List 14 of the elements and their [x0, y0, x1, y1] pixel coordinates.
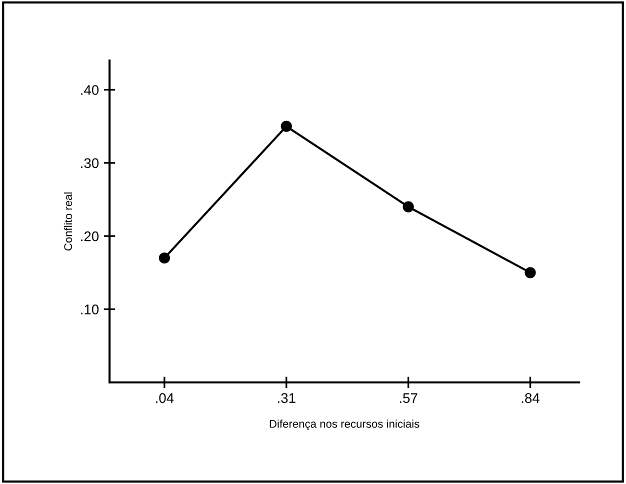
point: [524, 267, 536, 278]
x-tick-label: .57: [400, 393, 418, 403]
y-tick-label: .30: [81, 158, 99, 168]
point: [280, 120, 292, 132]
x-tick-label: .84: [522, 393, 540, 403]
y-tick-label: .40: [81, 85, 99, 95]
x-axis-title: Diferença nos recursos iniciais: [270, 420, 420, 430]
y-axis-title: Conflito real: [64, 192, 72, 251]
x-tick-label: .31: [278, 393, 296, 403]
point: [402, 201, 414, 212]
point: [158, 252, 170, 264]
x-tick-label: .04: [156, 393, 174, 403]
y-tick-label: .20: [81, 231, 99, 242]
y-tick-label: .10: [81, 304, 99, 314]
